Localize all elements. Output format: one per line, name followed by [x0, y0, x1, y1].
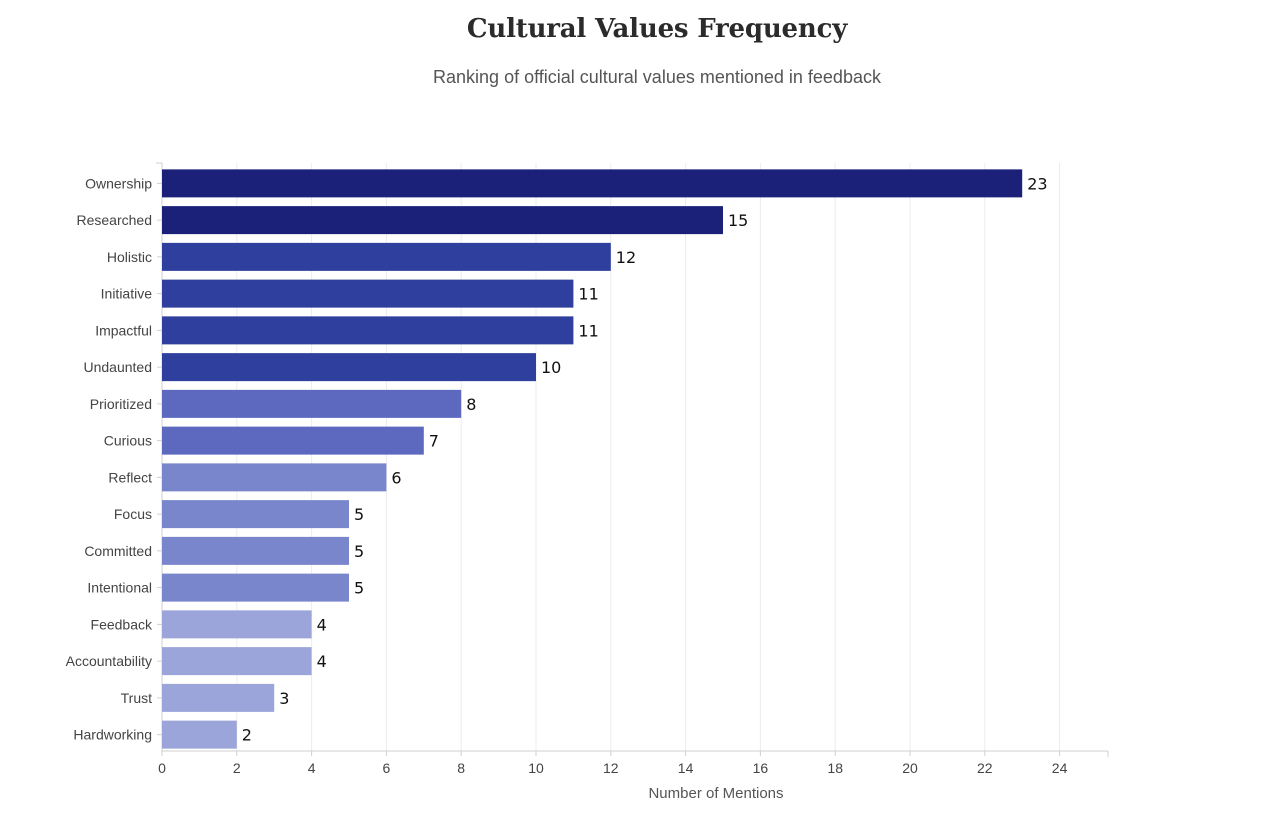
- bar-trust: [162, 683, 275, 712]
- bar-focus: [162, 500, 349, 529]
- x-tick-label: 6: [383, 760, 391, 776]
- bars: [162, 169, 1023, 749]
- value-label: 12: [616, 248, 636, 267]
- value-label: 5: [354, 505, 364, 524]
- bar-feedback: [162, 610, 312, 639]
- value-label: 11: [578, 285, 598, 304]
- category-label: Researched: [77, 212, 153, 228]
- category-labels: Ownership Researched Holistic Initiative Imp…: [66, 175, 153, 742]
- category-label: Feedback: [91, 616, 153, 632]
- category-label: Committed: [84, 543, 152, 559]
- x-tick-label: 20: [902, 760, 918, 776]
- x-tick-label: 10: [528, 760, 544, 776]
- bar-initiative: [162, 279, 574, 308]
- bar-reflect: [162, 463, 387, 492]
- x-tick-label: 24: [1052, 760, 1068, 776]
- value-label: 5: [354, 542, 364, 561]
- value-label: 4: [317, 615, 327, 634]
- category-label: Reflect: [108, 469, 152, 485]
- category-label: Hardworking: [73, 727, 152, 743]
- x-tick-label: 12: [603, 760, 619, 776]
- category-label: Prioritized: [90, 396, 152, 412]
- value-labels: 23 15 12 11 11 10 8 7 6 5 5 5 4 4 3 2: [242, 174, 1048, 744]
- value-label: 2: [242, 726, 252, 745]
- bar-prioritized: [162, 389, 462, 418]
- x-axis-ticks: 0 2 4 6 8 10 12 14 16 18 20 22 24: [158, 751, 1068, 776]
- bar-curious: [162, 426, 424, 455]
- value-label: 15: [728, 211, 748, 230]
- value-label: 7: [429, 432, 439, 451]
- x-tick-label: 2: [233, 760, 241, 776]
- bar-committed: [162, 536, 349, 565]
- bar-ownership: [162, 169, 1023, 198]
- category-label: Undaunted: [83, 359, 152, 375]
- category-label: Ownership: [85, 175, 152, 191]
- category-label: Impactful: [95, 322, 152, 338]
- chart-subtitle: Ranking of official cultural values ment…: [433, 67, 881, 87]
- bar-undaunted: [162, 353, 536, 382]
- category-label: Holistic: [107, 249, 152, 265]
- category-label: Initiative: [101, 286, 153, 302]
- x-tick-label: 4: [308, 760, 316, 776]
- x-tick-label: 8: [457, 760, 465, 776]
- x-tick-label: 22: [977, 760, 993, 776]
- value-label: 23: [1027, 174, 1047, 193]
- value-label: 8: [466, 395, 476, 414]
- bar-hardworking: [162, 720, 237, 749]
- x-axis-title: Number of Mentions: [648, 785, 783, 802]
- category-label: Intentional: [87, 580, 152, 596]
- bar-impactful: [162, 316, 574, 345]
- bar-accountability: [162, 647, 312, 676]
- x-tick-label: 16: [753, 760, 769, 776]
- category-label: Accountability: [66, 653, 152, 669]
- bar-intentional: [162, 573, 349, 602]
- x-tick-label: 18: [827, 760, 843, 776]
- value-label: 3: [279, 689, 289, 708]
- value-label: 10: [541, 358, 561, 377]
- category-label: Trust: [121, 690, 152, 706]
- x-tick-label: 14: [678, 760, 694, 776]
- category-label: Focus: [114, 506, 152, 522]
- bar-holistic: [162, 242, 611, 271]
- value-label: 4: [317, 652, 327, 671]
- category-label: Curious: [104, 433, 152, 449]
- value-label: 6: [391, 468, 401, 487]
- bar-researched: [162, 206, 723, 235]
- chart-title: Cultural Values Frequency: [466, 14, 848, 44]
- value-label: 11: [578, 321, 598, 340]
- x-tick-label: 0: [158, 760, 166, 776]
- value-label: 5: [354, 579, 364, 598]
